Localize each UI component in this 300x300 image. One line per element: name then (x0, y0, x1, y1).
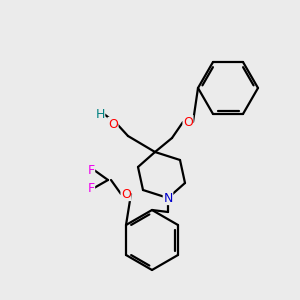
Text: N: N (163, 191, 173, 205)
Text: O: O (183, 116, 193, 128)
Text: O: O (108, 118, 118, 130)
Text: F: F (87, 164, 94, 176)
Text: O: O (121, 188, 131, 200)
Text: H: H (95, 107, 105, 121)
Text: F: F (87, 182, 94, 194)
